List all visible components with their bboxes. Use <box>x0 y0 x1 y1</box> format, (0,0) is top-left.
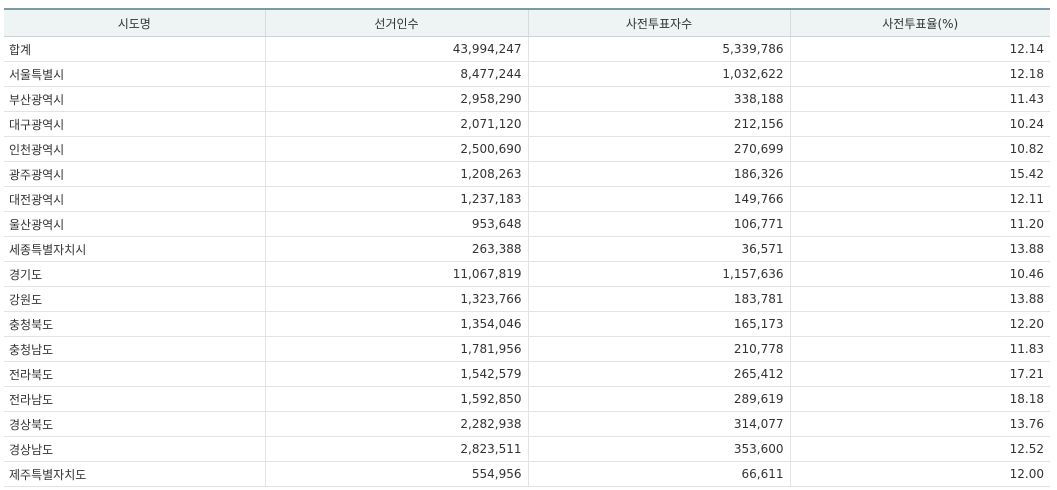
table-body: 합계 43,994,247 5,339,786 12.14 서울특별시 8,477,244… <box>4 36 1050 487</box>
table-row: 인천광역시 2,500,690 270,699 10.82 <box>4 136 1050 162</box>
electorate-cell: 1,542,579 <box>264 361 528 387</box>
table-row: 경기도 11,067,819 1,157,636 10.46 <box>4 261 1050 287</box>
electorate-cell: 1,208,263 <box>264 161 528 187</box>
early-voting-rate-cell: 12.11 <box>789 186 1050 212</box>
table-row: 대전광역시 1,237,183 149,766 12.11 <box>4 186 1050 212</box>
electorate-cell: 1,354,046 <box>264 311 528 337</box>
table-row: 서울특별시 8,477,244 1,032,622 12.18 <box>4 61 1050 87</box>
electorate-cell: 1,237,183 <box>264 186 528 212</box>
electorate-cell: 554,956 <box>264 461 528 487</box>
early-voting-rate-cell: 10.82 <box>789 136 1050 162</box>
region-cell: 제주특별자치도 <box>4 461 265 487</box>
table-row: 울산광역시 953,648 106,771 11.20 <box>4 211 1050 237</box>
early-voting-rate-cell: 12.52 <box>789 436 1050 462</box>
early-voting-rate-cell: 10.24 <box>789 111 1050 137</box>
early-voters-cell: 149,766 <box>527 186 790 212</box>
table-row: 광주광역시 1,208,263 186,326 15.42 <box>4 161 1050 187</box>
region-cell: 부산광역시 <box>4 86 265 112</box>
early-voters-cell: 36,571 <box>527 236 790 262</box>
region-cell: 세종특별자치시 <box>4 236 265 262</box>
early-voters-cell: 186,326 <box>527 161 790 187</box>
early-voting-table: 시도명 선거인수 사전투표자수 사전투표율(%) 합계 43,994,247 5,3… <box>4 8 1050 487</box>
table-row: 대구광역시 2,071,120 212,156 10.24 <box>4 111 1050 137</box>
region-cell: 충청북도 <box>4 311 265 337</box>
early-voters-cell: 338,188 <box>527 86 790 112</box>
early-voting-rate-cell: 13.76 <box>789 411 1050 437</box>
early-voters-cell: 210,778 <box>527 336 790 362</box>
electorate-cell: 263,388 <box>264 236 528 262</box>
early-voters-cell: 183,781 <box>527 286 790 312</box>
early-voters-cell: 289,619 <box>527 386 790 412</box>
region-cell: 경상남도 <box>4 436 265 462</box>
electorate-cell: 11,067,819 <box>264 261 528 287</box>
region-cell: 경기도 <box>4 261 265 287</box>
table-row: 전라북도 1,542,579 265,412 17.21 <box>4 361 1050 387</box>
early-voters-cell: 165,173 <box>527 311 790 337</box>
region-cell: 인천광역시 <box>4 136 265 162</box>
early-voting-rate-cell: 11.20 <box>789 211 1050 237</box>
early-voters-cell: 66,611 <box>527 461 790 487</box>
early-voters-cell: 1,032,622 <box>527 61 790 87</box>
early-voting-rate-cell: 13.88 <box>789 236 1050 262</box>
table-row: 충청북도 1,354,046 165,173 12.20 <box>4 311 1050 337</box>
region-cell: 경상북도 <box>4 411 265 437</box>
electorate-cell: 1,781,956 <box>264 336 528 362</box>
early-voting-rate-cell: 15.42 <box>789 161 1050 187</box>
table-row: 제주특별자치도 554,956 66,611 12.00 <box>4 461 1050 487</box>
region-cell: 광주광역시 <box>4 161 265 187</box>
region-cell: 충청남도 <box>4 336 265 362</box>
table-row: 전라남도 1,592,850 289,619 18.18 <box>4 386 1050 412</box>
table-header: 시도명 선거인수 사전투표자수 사전투표율(%) <box>4 8 1050 37</box>
early-voting-rate-cell: 11.43 <box>789 86 1050 112</box>
table-row: 경상북도 2,282,938 314,077 13.76 <box>4 411 1050 437</box>
early-voters-cell: 314,077 <box>527 411 790 437</box>
header-electorate: 선거인수 <box>264 8 529 37</box>
electorate-cell: 8,477,244 <box>264 61 528 87</box>
header-early-voting-rate: 사전투표율(%) <box>789 8 1050 37</box>
electorate-cell: 2,282,938 <box>264 411 528 437</box>
header-early-voters: 사전투표자수 <box>527 8 791 37</box>
early-voters-cell: 5,339,786 <box>527 36 790 62</box>
table-row: 부산광역시 2,958,290 338,188 11.43 <box>4 86 1050 112</box>
electorate-cell: 953,648 <box>264 211 528 237</box>
early-voters-cell: 106,771 <box>527 211 790 237</box>
early-voting-rate-cell: 13.88 <box>789 286 1050 312</box>
early-voting-rate-cell: 12.00 <box>789 461 1050 487</box>
region-cell: 전라남도 <box>4 386 265 412</box>
early-voting-rate-cell: 12.20 <box>789 311 1050 337</box>
electorate-cell: 2,500,690 <box>264 136 528 162</box>
early-voting-table-container: 시도명 선거인수 사전투표자수 사전투표율(%) 합계 43,994,247 5,3… <box>4 8 1050 487</box>
header-row: 시도명 선거인수 사전투표자수 사전투표율(%) <box>4 8 1050 37</box>
electorate-cell: 1,323,766 <box>264 286 528 312</box>
early-voting-rate-cell: 18.18 <box>789 386 1050 412</box>
electorate-cell: 2,823,511 <box>264 436 528 462</box>
region-cell: 강원도 <box>4 286 265 312</box>
early-voters-cell: 265,412 <box>527 361 790 387</box>
early-voting-rate-cell: 12.18 <box>789 61 1050 87</box>
region-cell: 합계 <box>4 36 265 62</box>
table-row: 충청남도 1,781,956 210,778 11.83 <box>4 336 1050 362</box>
early-voting-rate-cell: 11.83 <box>789 336 1050 362</box>
early-voters-cell: 1,157,636 <box>527 261 790 287</box>
table-row: 합계 43,994,247 5,339,786 12.14 <box>4 36 1050 62</box>
region-cell: 대전광역시 <box>4 186 265 212</box>
early-voters-cell: 270,699 <box>527 136 790 162</box>
header-region: 시도명 <box>4 8 266 37</box>
table-row: 강원도 1,323,766 183,781 13.88 <box>4 286 1050 312</box>
electorate-cell: 1,592,850 <box>264 386 528 412</box>
region-cell: 서울특별시 <box>4 61 265 87</box>
electorate-cell: 2,071,120 <box>264 111 528 137</box>
electorate-cell: 2,958,290 <box>264 86 528 112</box>
early-voting-rate-cell: 17.21 <box>789 361 1050 387</box>
early-voters-cell: 212,156 <box>527 111 790 137</box>
early-voters-cell: 353,600 <box>527 436 790 462</box>
table-row: 경상남도 2,823,511 353,600 12.52 <box>4 436 1050 462</box>
region-cell: 대구광역시 <box>4 111 265 137</box>
table-row: 세종특별자치시 263,388 36,571 13.88 <box>4 236 1050 262</box>
early-voting-rate-cell: 12.14 <box>789 36 1050 62</box>
early-voting-rate-cell: 10.46 <box>789 261 1050 287</box>
region-cell: 울산광역시 <box>4 211 265 237</box>
region-cell: 전라북도 <box>4 361 265 387</box>
electorate-cell: 43,994,247 <box>264 36 528 62</box>
